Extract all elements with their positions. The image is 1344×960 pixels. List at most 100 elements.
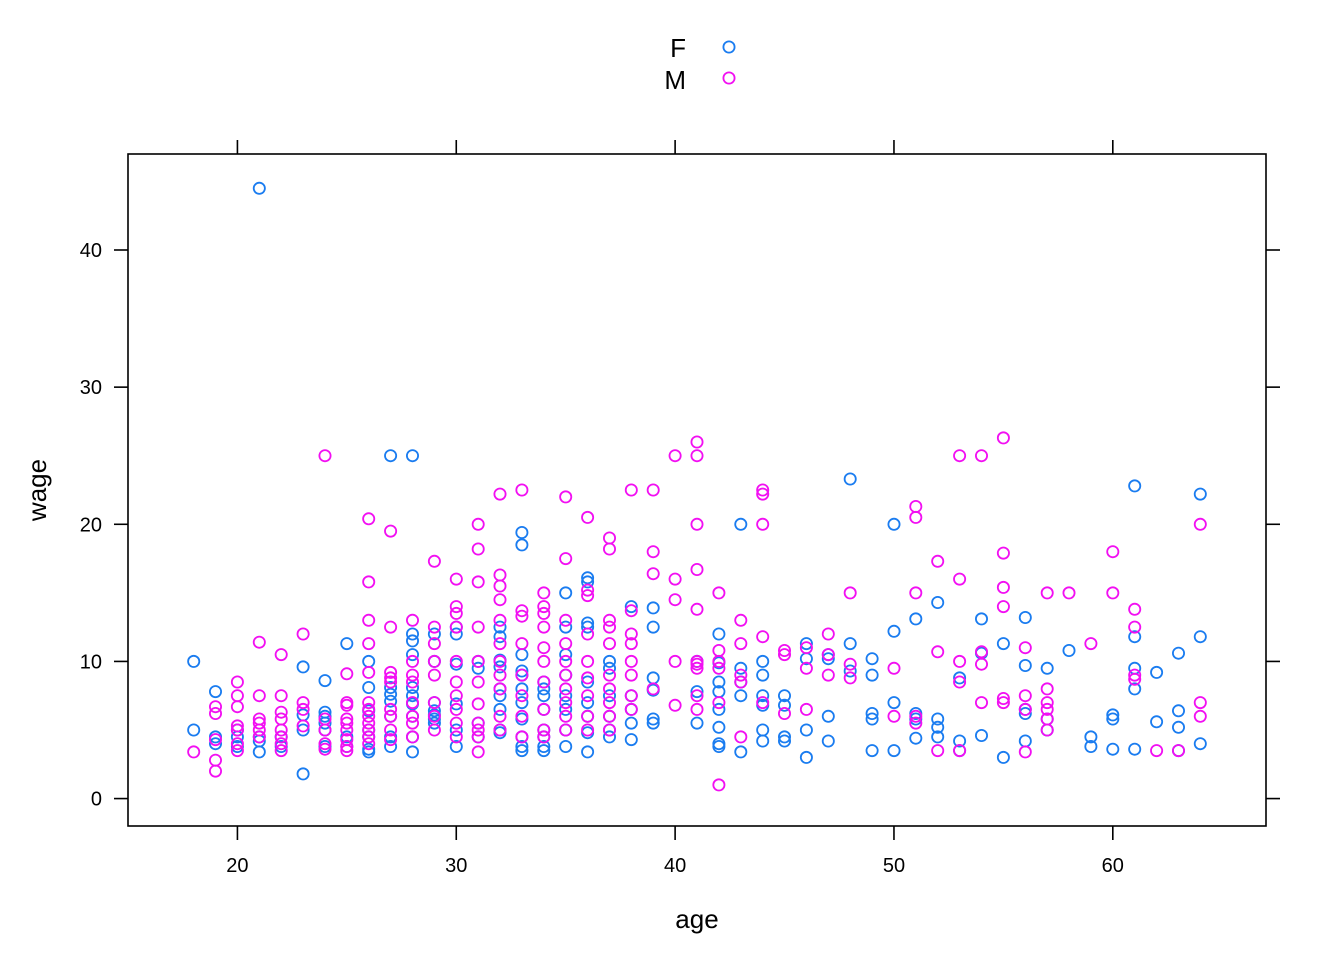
- data-point: [624, 733, 638, 747]
- data-point: [603, 682, 617, 696]
- data-point: [515, 709, 529, 723]
- data-point: [296, 767, 310, 781]
- data-point: [1193, 709, 1207, 723]
- data-point: [1018, 707, 1032, 721]
- data-point: [187, 745, 201, 759]
- data-point: [756, 696, 770, 710]
- data-point: [1018, 745, 1032, 759]
- data-point: [384, 709, 398, 723]
- data-point: [603, 696, 617, 710]
- data-point: [537, 744, 551, 758]
- data-point: [274, 737, 288, 751]
- data-point: [384, 694, 398, 708]
- data-point: [734, 668, 748, 682]
- data-point: [646, 483, 660, 497]
- data-point: [1193, 696, 1207, 710]
- x-axis-label: age: [675, 904, 718, 934]
- data-point: [1040, 661, 1054, 675]
- data-point: [1193, 630, 1207, 644]
- data-point: [1084, 730, 1098, 744]
- data-point: [887, 709, 901, 723]
- data-point: [931, 645, 945, 659]
- data-point: [252, 181, 266, 195]
- data-point: [449, 627, 463, 641]
- data-point: [668, 698, 682, 712]
- data-point: [668, 572, 682, 586]
- data-point: [537, 740, 551, 754]
- data-point: [624, 600, 638, 614]
- data-point: [975, 645, 989, 659]
- data-point: [843, 657, 857, 671]
- data-point: [471, 620, 485, 634]
- data-point: [449, 730, 463, 744]
- data-point: [252, 730, 266, 744]
- data-point: [493, 568, 507, 582]
- data-point: [559, 682, 573, 696]
- data-point: [493, 660, 507, 674]
- data-point: [690, 657, 704, 671]
- data-point: [537, 689, 551, 703]
- data-point: [887, 517, 901, 531]
- data-point: [756, 483, 770, 497]
- data-point: [471, 745, 485, 759]
- data-point: [1128, 479, 1142, 493]
- data-point: [624, 604, 638, 618]
- data-point: [865, 707, 879, 721]
- data-point: [537, 620, 551, 634]
- data-point: [559, 620, 573, 634]
- data-point: [296, 627, 310, 641]
- data-point: [362, 654, 376, 668]
- data-point: [362, 709, 376, 723]
- data-point: [996, 546, 1010, 560]
- data-point: [1018, 702, 1032, 716]
- data-point: [712, 778, 726, 792]
- data-point: [559, 668, 573, 682]
- data-point: [384, 671, 398, 685]
- data-point: [1106, 712, 1120, 726]
- data-point: [230, 723, 244, 737]
- data-point: [778, 730, 792, 744]
- data-point: [537, 606, 551, 620]
- data-point: [559, 586, 573, 600]
- data-point: [559, 552, 573, 566]
- data-point: [603, 668, 617, 682]
- data-point: [493, 709, 507, 723]
- data-point: [471, 542, 485, 556]
- data-point: [296, 702, 310, 716]
- data-point: [1172, 744, 1186, 758]
- data-point: [449, 572, 463, 586]
- data-point: [187, 723, 201, 737]
- data-point: [405, 745, 419, 759]
- data-point: [581, 620, 595, 634]
- data-point: [274, 648, 288, 662]
- data-point: [646, 682, 660, 696]
- data-point: [975, 696, 989, 710]
- data-point: [384, 687, 398, 701]
- data-point: [252, 635, 266, 649]
- data-point: [427, 696, 441, 710]
- data-point: [712, 644, 726, 658]
- data-point: [515, 744, 529, 758]
- data-point: [427, 620, 441, 634]
- legend-label-f: F: [670, 33, 686, 63]
- data-point: [996, 750, 1010, 764]
- data-point: [187, 654, 201, 668]
- data-point: [887, 696, 901, 710]
- data-point: [449, 675, 463, 689]
- data-point: [603, 637, 617, 651]
- data-point: [1106, 586, 1120, 600]
- data-point: [537, 586, 551, 600]
- data-point: [581, 675, 595, 689]
- data-point: [559, 723, 573, 737]
- data-point: [449, 723, 463, 737]
- data-point: [537, 702, 551, 716]
- data-point: [208, 707, 222, 721]
- data-point: [405, 668, 419, 682]
- data-point: [1128, 620, 1142, 634]
- data-point: [931, 720, 945, 734]
- data-point: [931, 554, 945, 568]
- data-point: [537, 641, 551, 655]
- data-point: [405, 627, 419, 641]
- data-point: [296, 719, 310, 733]
- data-point: [449, 620, 463, 634]
